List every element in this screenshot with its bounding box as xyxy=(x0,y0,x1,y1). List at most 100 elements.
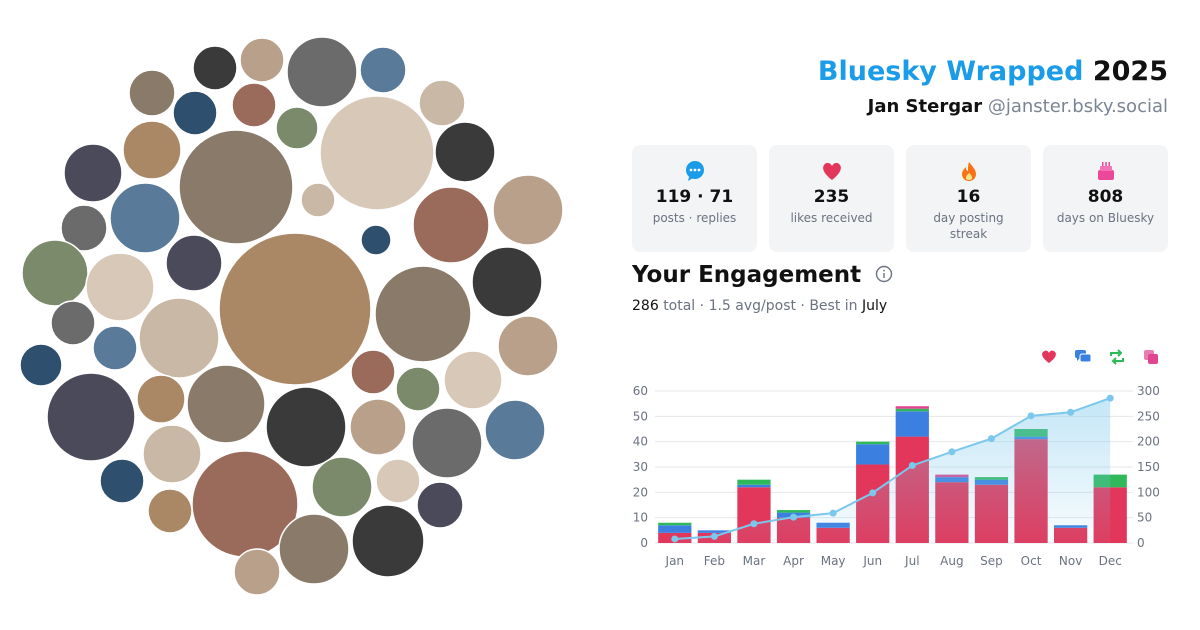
avatar[interactable] xyxy=(60,204,108,252)
avatar[interactable] xyxy=(192,45,238,91)
avatar[interactable] xyxy=(92,325,138,371)
avatar[interactable] xyxy=(178,129,294,245)
avatar[interactable] xyxy=(374,265,472,363)
avatar[interactable] xyxy=(147,488,193,534)
avatar[interactable] xyxy=(265,386,347,468)
avatar[interactable] xyxy=(411,407,483,479)
stat-value: 235 xyxy=(813,187,850,207)
avatar[interactable] xyxy=(319,95,435,211)
avatar[interactable] xyxy=(350,349,396,395)
icon xyxy=(822,162,841,180)
line-point xyxy=(1067,408,1075,416)
x-tick-label: Jan xyxy=(665,554,685,568)
avatar[interactable] xyxy=(138,297,220,379)
icon xyxy=(1097,162,1114,180)
bar-segment xyxy=(658,522,692,526)
line-point xyxy=(987,435,995,443)
stat-label: days on Bluesky xyxy=(1056,211,1155,225)
avatar[interactable] xyxy=(351,504,425,578)
y2-tick-label: 200 xyxy=(1137,435,1160,449)
y-tick-label: 10 xyxy=(633,511,648,525)
avatar[interactable] xyxy=(63,143,123,203)
stat-card: 16 day posting streak xyxy=(906,145,1031,252)
avatar[interactable] xyxy=(275,106,319,150)
avatar[interactable] xyxy=(50,300,96,346)
line xyxy=(674,397,1111,540)
avatar[interactable] xyxy=(395,366,441,412)
avatar[interactable] xyxy=(99,458,145,504)
bar-segment xyxy=(895,408,929,412)
avatar[interactable] xyxy=(359,46,407,94)
avatar[interactable] xyxy=(311,456,373,518)
x-tick-label: Dec xyxy=(1099,554,1122,568)
y-tick-label: 60 xyxy=(633,384,648,398)
stat-value: 119 · 71 xyxy=(655,187,734,207)
x-tick-label: Jul xyxy=(904,554,919,568)
avatar[interactable] xyxy=(286,36,358,108)
avatar[interactable] xyxy=(418,79,466,127)
x-tick-label: Oct xyxy=(1021,554,1042,568)
chart: 0 10 20 30 40 50 60 0 50 100 150 200 250 300 Jan Feb Mar… xyxy=(633,349,1160,568)
y-tick-label: 30 xyxy=(633,460,648,474)
avatar[interactable] xyxy=(85,252,155,322)
avatar[interactable] xyxy=(172,90,218,136)
stat-label: day posting streak xyxy=(933,211,1004,241)
line-point xyxy=(790,513,798,521)
line-point xyxy=(1106,394,1114,402)
avatar[interactable] xyxy=(46,372,136,462)
user-handle: @janster.bsky.social xyxy=(987,96,1168,117)
avatar[interactable] xyxy=(186,364,266,444)
x-tick-label: Feb xyxy=(704,554,725,568)
avatar-collage xyxy=(19,36,564,596)
x-tick-label: Sep xyxy=(980,554,1003,568)
avatar[interactable] xyxy=(278,513,350,585)
y-tick-label: 20 xyxy=(633,485,648,499)
section-heading: Your Engagement xyxy=(632,262,862,288)
x-tick-label: May xyxy=(821,554,846,568)
avatar[interactable] xyxy=(233,548,281,596)
avatar[interactable] xyxy=(300,182,336,218)
avatar[interactable] xyxy=(239,37,285,83)
x-tick-label: Nov xyxy=(1059,554,1082,568)
y2-tick-label: 150 xyxy=(1137,460,1160,474)
avatar[interactable] xyxy=(443,350,503,410)
avatar[interactable] xyxy=(21,239,89,307)
avatar[interactable] xyxy=(360,224,392,256)
stat-card: 119 · 71 posts · replies xyxy=(632,145,757,252)
avatar[interactable] xyxy=(136,374,186,424)
avatar[interactable] xyxy=(218,232,372,386)
x-tick-label: Apr xyxy=(783,554,804,568)
stat-value: 16 xyxy=(956,187,981,207)
legend-icon xyxy=(1075,350,1092,363)
avatar[interactable] xyxy=(19,343,63,387)
info-icon[interactable] xyxy=(875,265,893,283)
y2-tick-label: 0 xyxy=(1137,536,1145,550)
avatar[interactable] xyxy=(416,481,464,529)
total-label: total · xyxy=(663,298,705,314)
avatar[interactable] xyxy=(484,399,546,461)
avatar[interactable] xyxy=(128,69,176,117)
y-tick-label: 0 xyxy=(640,536,648,550)
bar-segment xyxy=(895,406,929,409)
avatar[interactable] xyxy=(349,398,407,456)
avatar[interactable] xyxy=(412,186,490,264)
area xyxy=(674,398,1111,543)
avatar[interactable] xyxy=(142,424,202,484)
stat-card: 235 likes received xyxy=(769,145,894,252)
avatar[interactable] xyxy=(231,82,277,128)
avatar[interactable] xyxy=(434,121,496,183)
avatar[interactable] xyxy=(122,120,182,180)
avatar[interactable] xyxy=(375,458,421,504)
user-name: Jan Stergar xyxy=(867,96,983,117)
best-month: July xyxy=(862,298,888,314)
avatar[interactable] xyxy=(492,174,564,246)
avatar[interactable] xyxy=(471,246,543,318)
icon xyxy=(961,162,976,181)
avatar[interactable] xyxy=(109,182,181,254)
line-point xyxy=(869,489,877,497)
y2-tick-label: 50 xyxy=(1137,511,1152,525)
avatar[interactable] xyxy=(165,234,223,292)
y2-tick-label: 250 xyxy=(1137,409,1160,423)
avatar[interactable] xyxy=(497,315,559,377)
